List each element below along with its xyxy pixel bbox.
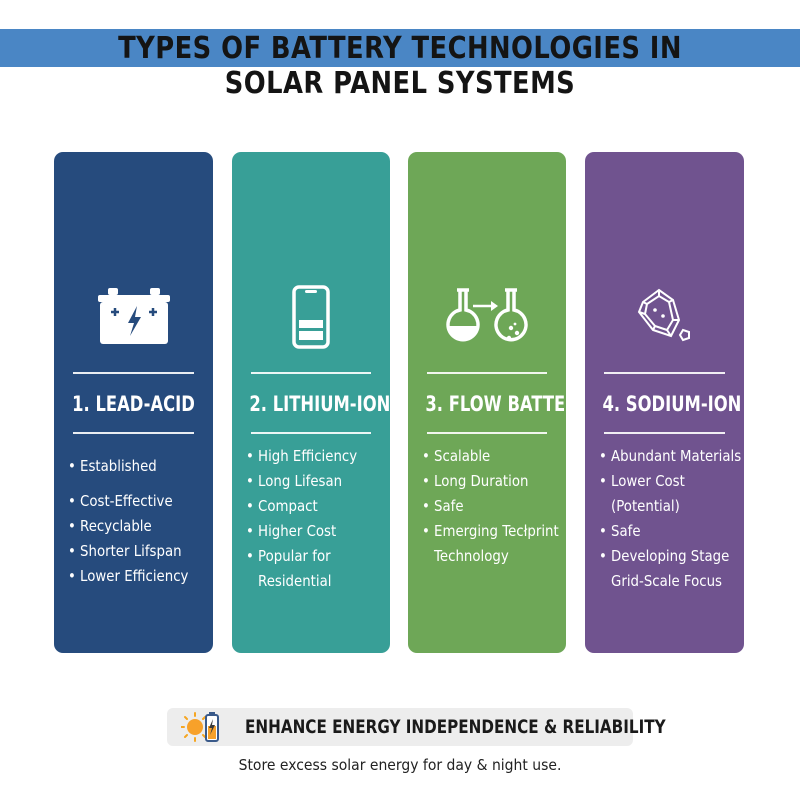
list-item-continuation: Residential — [258, 572, 332, 590]
sun-battery-icon — [180, 711, 229, 743]
list-item: • Cost-Effective — [68, 492, 173, 510]
list-item: • Scalable — [422, 447, 491, 465]
list-item: • Higher Cost — [246, 522, 337, 540]
feature-list: • Abundant Materials • Lower Cost (Potenti… — [599, 444, 742, 594]
card-title: 1. LEAD-ACID — [72, 392, 195, 416]
list-item: • High Efficiency — [246, 447, 358, 465]
card-flow-battery: 3. FLOW BATTERY • Scalable • Long Duration… — [408, 152, 589, 653]
divider — [73, 432, 194, 434]
divider — [427, 372, 547, 374]
feature-list: • High Efficiency • Long Lifesan • Compact … — [246, 444, 386, 594]
card-title: 4. SODIUM-ION — [602, 392, 742, 416]
list-item: • Emerging Tecłprint — [422, 522, 559, 540]
list-item: • Recyclable — [68, 517, 152, 535]
list-item-continuation: Technology — [434, 547, 509, 565]
list-item: • Compact — [246, 497, 318, 515]
flasks-icon — [408, 277, 566, 357]
list-item: • Long Lifesan — [246, 472, 343, 490]
list-item: • Abundant Materials — [599, 447, 742, 465]
benefit-banner: ENHANCE ENERGY INDEPENDENCE & RELIABILIT… — [167, 708, 666, 746]
page-title-line-1: TYPES OF BATTERY TECHNOLOGIES IN — [118, 31, 682, 66]
divider — [251, 372, 371, 374]
card-lead-acid: 1. LEAD-ACID • Established • Cost-Effectiv… — [54, 152, 213, 653]
page-title-line-2: SOLAR PANEL SYSTEMS — [224, 66, 576, 101]
divider — [604, 432, 725, 434]
card-sodium-ion: 4. SODIUM-ION • Abundant Materials • Lower… — [585, 152, 744, 653]
title-band — [0, 29, 800, 67]
list-item: • Long Duration — [422, 472, 529, 490]
divider — [251, 432, 371, 434]
feature-list: • Established • Cost-Effective • Recyclable… — [68, 454, 209, 589]
list-item: • Lower Efficiency — [68, 567, 189, 585]
card-title: 3. FLOW BATTERY — [425, 392, 589, 416]
list-item: • Safe — [422, 497, 464, 515]
crystal-icon — [585, 277, 744, 357]
list-item: • Established — [68, 457, 157, 475]
footer-subtitle: Store excess solar energy for day & nigh… — [238, 756, 562, 774]
list-item-continuation: Grid-Scale Focus — [611, 572, 723, 590]
divider — [604, 372, 725, 374]
banner-text: ENHANCE ENERGY INDEPENDENCE & RELIABILIT… — [245, 716, 666, 738]
list-item: • Popular for — [246, 547, 331, 565]
phone-battery-icon — [232, 277, 390, 357]
feature-list: • Scalable • Long Duration • Safe • Emerging… — [422, 444, 562, 569]
list-item: • Developing Stage — [599, 547, 730, 565]
list-item-continuation: (Potential) — [611, 497, 680, 515]
list-item: • Shorter Lifspan — [68, 542, 182, 560]
card-title: 2. LITHIUM-ION — [249, 392, 391, 416]
list-item: • Lower Cost — [599, 472, 685, 490]
card-lithium-ion: 2. LITHIUM-ION • High Efficiency • Long Li… — [232, 152, 390, 653]
divider — [73, 372, 194, 374]
car-battery-icon — [54, 277, 213, 357]
list-item: • Safe — [599, 522, 641, 540]
divider — [427, 432, 547, 434]
